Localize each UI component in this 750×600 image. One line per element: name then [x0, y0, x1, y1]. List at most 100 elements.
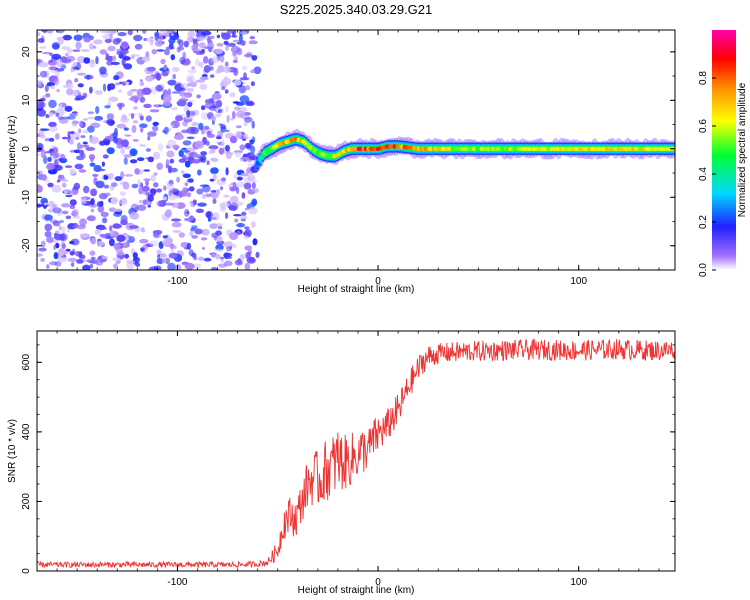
noise-speckle — [178, 149, 184, 157]
noise-speckle — [168, 30, 173, 34]
noise-speckle — [200, 237, 208, 241]
noise-speckle — [94, 259, 101, 262]
noise-speckle — [141, 185, 150, 192]
noise-speckle — [236, 186, 240, 195]
noise-speckle — [162, 72, 169, 77]
noise-speckle — [37, 80, 44, 84]
noise-speckle — [155, 104, 159, 109]
noise-speckle — [37, 203, 42, 208]
noise-speckle — [156, 254, 161, 260]
noise-speckle — [205, 211, 214, 219]
noise-speckle — [139, 96, 146, 103]
noise-speckle — [205, 193, 212, 198]
noise-speckle — [201, 228, 210, 236]
noise-speckle — [95, 90, 103, 95]
noise-speckle — [69, 138, 74, 145]
noise-speckle — [171, 218, 181, 222]
noise-speckle — [53, 233, 64, 241]
noise-speckle — [187, 30, 196, 38]
noise-speckle — [106, 119, 110, 125]
noise-speckle — [191, 225, 198, 230]
snr-y-tick-label: 0 — [21, 568, 32, 574]
noise-speckle — [37, 38, 45, 43]
noise-speckle — [229, 232, 239, 241]
noise-speckle — [82, 264, 91, 270]
snr-y-tick-label: 400 — [21, 423, 32, 440]
noise-speckle — [186, 178, 194, 183]
noise-speckle — [85, 146, 96, 151]
noise-speckle — [80, 197, 87, 205]
noise-speckle — [200, 112, 210, 120]
noise-speckle — [231, 110, 236, 120]
noise-speckle — [94, 115, 104, 121]
noise-speckle — [221, 138, 225, 148]
noise-speckle — [193, 263, 202, 269]
noise-speckle — [52, 203, 57, 209]
noise-speckle — [183, 92, 193, 98]
noise-speckle — [216, 136, 223, 140]
noise-speckle — [67, 115, 76, 120]
noise-speckle — [40, 257, 45, 262]
noise-speckle — [188, 87, 194, 93]
chart-title: S225.2025.340.03.29.G21 — [280, 2, 433, 17]
snr-panel: -100 0 100 0 200 400 600 Height of straight li… — [7, 330, 676, 596]
noise-speckle — [209, 148, 216, 154]
noise-speckle — [165, 257, 171, 265]
noise-speckle — [156, 49, 165, 52]
noise-speckle — [89, 136, 99, 144]
noise-speckle — [210, 167, 219, 175]
snr-ticks: -100 0 100 0 200 400 600 — [21, 331, 675, 588]
noise-speckle — [37, 133, 40, 137]
noise-speckle — [244, 116, 253, 123]
noise-speckle — [42, 51, 51, 55]
noise-speckle — [46, 162, 56, 171]
noise-speckle — [61, 210, 69, 215]
noise-speckle — [247, 174, 256, 182]
noise-speckle — [166, 150, 175, 158]
noise-speckle — [225, 144, 230, 152]
noise-speckle — [53, 44, 60, 49]
noise-speckle — [168, 189, 172, 197]
noise-speckle — [120, 147, 126, 155]
noise-speckle — [48, 99, 57, 109]
noise-speckle — [148, 266, 159, 270]
noise-speckle — [215, 236, 223, 242]
noise-speckle — [134, 43, 143, 50]
noise-speckle — [89, 250, 96, 256]
spectrogram-ridge — [253, 128, 675, 172]
noise-speckle — [69, 190, 79, 196]
noise-speckle — [47, 156, 52, 163]
noise-speckle — [238, 34, 243, 43]
noise-speckle — [239, 253, 245, 261]
noise-speckle — [127, 30, 133, 36]
noise-speckle — [69, 240, 75, 245]
noise-speckle — [110, 61, 120, 66]
noise-speckle — [115, 82, 121, 86]
noise-speckle — [46, 236, 54, 243]
noise-speckle — [108, 83, 116, 90]
noise-speckle — [225, 246, 232, 252]
noise-speckle — [38, 247, 47, 252]
noise-speckle — [236, 47, 243, 56]
noise-speckle — [168, 252, 179, 259]
noise-speckle — [44, 231, 52, 238]
noise-speckle — [97, 238, 102, 242]
noise-speckle — [131, 125, 137, 133]
noise-speckle — [47, 112, 55, 117]
noise-speckle — [240, 172, 249, 177]
noise-speckle — [206, 160, 210, 165]
noise-speckle — [238, 85, 247, 94]
noise-speckle — [139, 123, 148, 129]
noise-speckle — [51, 53, 62, 60]
noise-speckle — [113, 75, 120, 81]
noise-speckle — [66, 88, 74, 96]
noise-speckle — [133, 106, 138, 110]
snr-y-axis-label: SNR (10 * v/v) — [7, 419, 18, 483]
noise-speckle — [40, 151, 47, 159]
noise-speckle — [197, 202, 207, 207]
noise-speckle — [110, 196, 118, 205]
noise-speckle — [214, 113, 222, 118]
noise-speckle — [240, 156, 250, 160]
noise-speckle — [130, 89, 138, 92]
noise-speckle — [229, 202, 239, 211]
